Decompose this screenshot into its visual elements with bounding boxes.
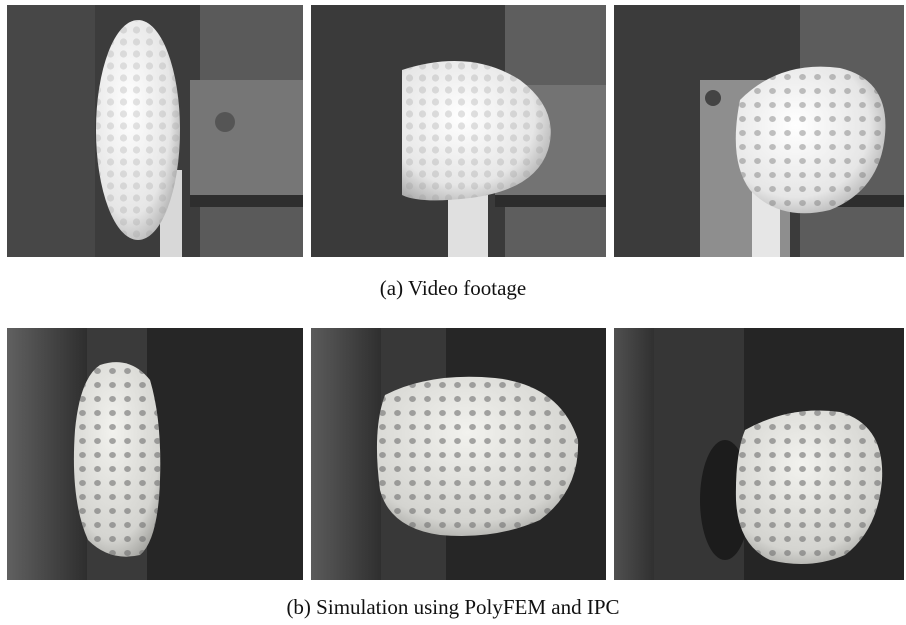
video-frame-1 <box>7 5 303 257</box>
figure: (a) Video footage (b) Simulation using P… <box>0 0 906 625</box>
page: (a) Video footage (b) Simulation using P… <box>0 0 906 625</box>
video-frame-3 <box>614 5 904 257</box>
simulation-frame-3 <box>614 328 904 580</box>
caption-a: (a) Video footage <box>380 276 526 300</box>
simulation-frame-2 <box>311 328 606 580</box>
caption-b: (b) Simulation using PolyFEM and IPC <box>286 595 619 619</box>
video-frame-2 <box>311 5 606 257</box>
simulation-frame-1 <box>7 328 303 580</box>
